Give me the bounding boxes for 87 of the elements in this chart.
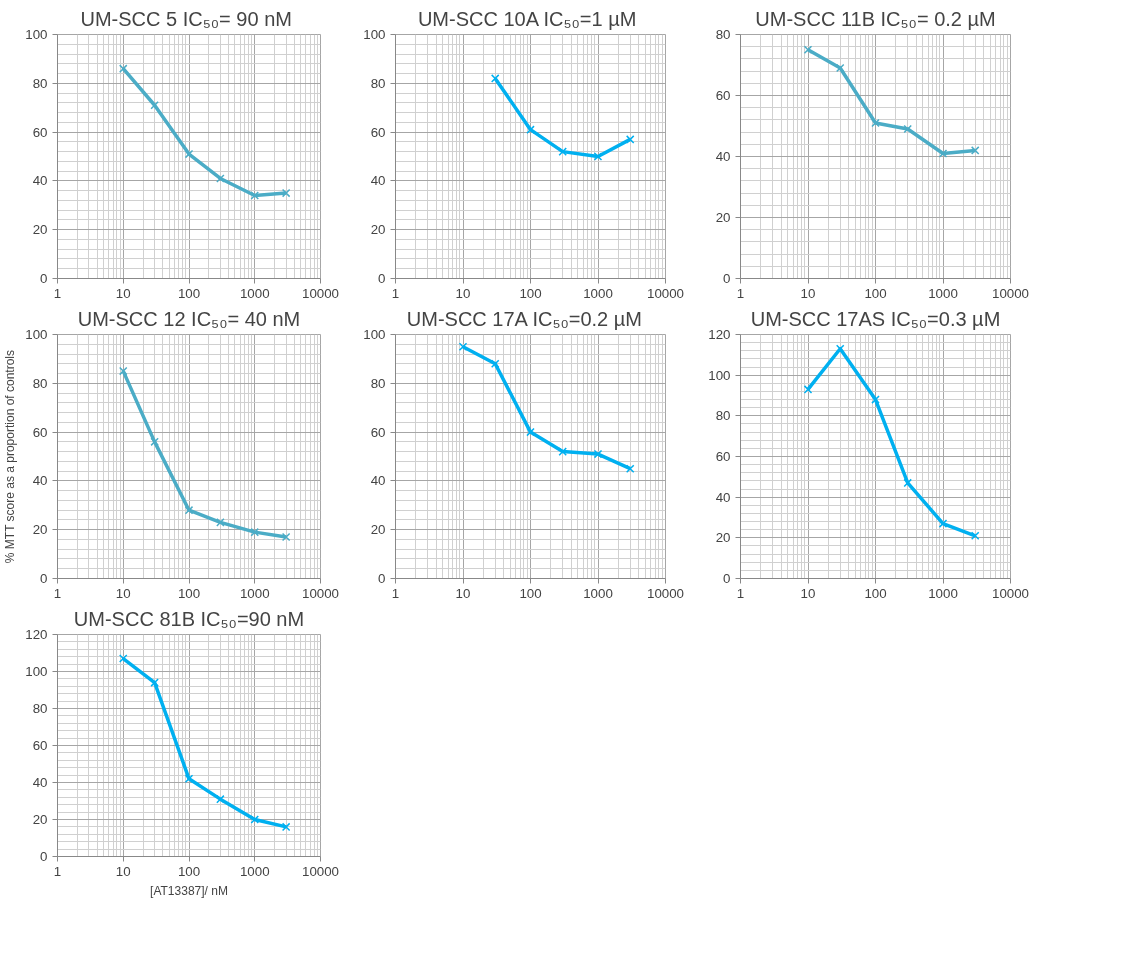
- y-tick-label: 0: [40, 571, 48, 586]
- x-axis-title: [AT13387]/ nM: [150, 883, 228, 898]
- chart-title: UM-SCC 81B IC₅₀=90 nM: [73, 607, 305, 630]
- x-tick-label: 100: [177, 863, 201, 879]
- x-tick-label: 10: [455, 585, 471, 601]
- x-tick-label: 1: [53, 285, 62, 301]
- y-tick-label: 60: [32, 424, 48, 440]
- y-tick-label: 20: [715, 210, 731, 225]
- chart-title: UM-SCC 11B IC₅₀= 0.2 µM: [755, 7, 996, 30]
- y-tick-label: 80: [370, 75, 386, 91]
- chart-title: UM-SCC 5 IC₅₀= 90 nM: [80, 7, 292, 30]
- y-tick-label: 20: [715, 530, 731, 546]
- x-tick-label: 10000: [991, 585, 1030, 601]
- x-tick-label: 1000: [239, 585, 270, 601]
- x-tick-label: 10: [115, 585, 131, 601]
- y-tick-label: 0: [40, 271, 48, 286]
- y-tick-label: 20: [370, 522, 386, 538]
- y-tick-label: 40: [715, 489, 731, 505]
- y-tick-label: 100: [363, 327, 386, 342]
- chart-title: UM-SCC 12 IC₅₀= 40 nM: [77, 307, 301, 330]
- x-tick-label: 10000: [646, 585, 685, 601]
- x-tick-label: 1000: [239, 863, 270, 879]
- y-tick-label: 40: [32, 775, 48, 790]
- x-tick-label: 1: [391, 585, 400, 601]
- y-tick-label: 40: [32, 473, 48, 489]
- y-tick-label: 100: [708, 367, 731, 383]
- x-tick-label: 10: [800, 285, 816, 301]
- y-tick-label: 20: [32, 522, 48, 538]
- y-tick-label: 0: [723, 271, 731, 286]
- y-tick-label: 80: [32, 75, 48, 91]
- y-tick-label: 100: [25, 27, 48, 42]
- y-tick-label: 60: [32, 738, 48, 753]
- y-tick-label: 80: [32, 375, 48, 391]
- y-tick-label: 60: [32, 124, 48, 140]
- y-tick-label: 60: [715, 449, 731, 464]
- x-tick-label: 10000: [301, 285, 340, 301]
- y-tick-label: 80: [370, 375, 386, 391]
- y-tick-label: 80: [715, 27, 731, 42]
- y-tick-label: 0: [378, 571, 386, 586]
- chart-title: UM-SCC 17AS IC₅₀=0.3 µM: [750, 307, 1001, 330]
- y-axis-title: % MTT score as a proportion of controls: [3, 350, 18, 564]
- x-tick-label: 10000: [301, 585, 340, 601]
- y-tick-label: 0: [723, 571, 731, 586]
- y-tick-label: 40: [715, 149, 731, 164]
- y-tick-label: 100: [25, 327, 48, 342]
- x-tick-label: 1: [53, 863, 62, 879]
- y-tick-label: 0: [40, 849, 48, 864]
- x-tick-label: 10: [115, 863, 131, 879]
- y-tick-label: 20: [32, 812, 48, 827]
- x-tick-label: 10000: [646, 285, 685, 301]
- x-tick-label: 100: [519, 585, 542, 601]
- y-tick-label: 120: [25, 627, 48, 642]
- y-tick-label: 60: [370, 124, 386, 140]
- x-tick-label: 10: [455, 285, 471, 301]
- x-tick-label: 1000: [239, 285, 270, 301]
- x-tick-label: 100: [864, 585, 887, 601]
- y-tick-label: 100: [363, 27, 386, 42]
- y-tick-label: 0: [378, 271, 386, 286]
- y-tick-label: 20: [32, 222, 48, 238]
- x-tick-label: 10000: [301, 863, 340, 879]
- y-tick-label: 20: [370, 222, 386, 238]
- x-tick-label: 1: [736, 585, 745, 601]
- x-tick-label: 1000: [583, 585, 613, 601]
- y-tick-label: 40: [370, 173, 386, 189]
- x-tick-label: 10: [800, 585, 816, 601]
- y-tick-label: 80: [32, 701, 48, 716]
- x-tick-label: 1: [391, 285, 400, 301]
- y-tick-label: 40: [370, 473, 386, 489]
- x-tick-label: 1: [736, 285, 745, 301]
- x-tick-label: 100: [177, 585, 201, 601]
- y-tick-label: 120: [708, 327, 731, 342]
- x-tick-label: 10000: [991, 285, 1030, 301]
- x-tick-label: 1000: [928, 285, 958, 301]
- chart-title: UM-SCC 10A IC₅₀=1 µM: [417, 7, 637, 30]
- x-tick-label: 100: [864, 285, 887, 301]
- x-tick-label: 100: [177, 285, 201, 301]
- y-tick-label: 80: [715, 408, 731, 424]
- y-tick-label: 60: [370, 424, 386, 440]
- y-tick-label: 100: [25, 664, 48, 679]
- y-tick-label: 40: [32, 173, 48, 189]
- x-tick-label: 1: [53, 585, 62, 601]
- y-tick-label: 60: [715, 88, 731, 103]
- x-tick-label: 1000: [928, 585, 958, 601]
- x-tick-label: 100: [519, 285, 542, 301]
- x-tick-label: 10: [115, 285, 131, 301]
- x-tick-label: 1000: [583, 285, 613, 301]
- chart-title: UM-SCC 17A IC₅₀=0.2 µM: [406, 307, 642, 330]
